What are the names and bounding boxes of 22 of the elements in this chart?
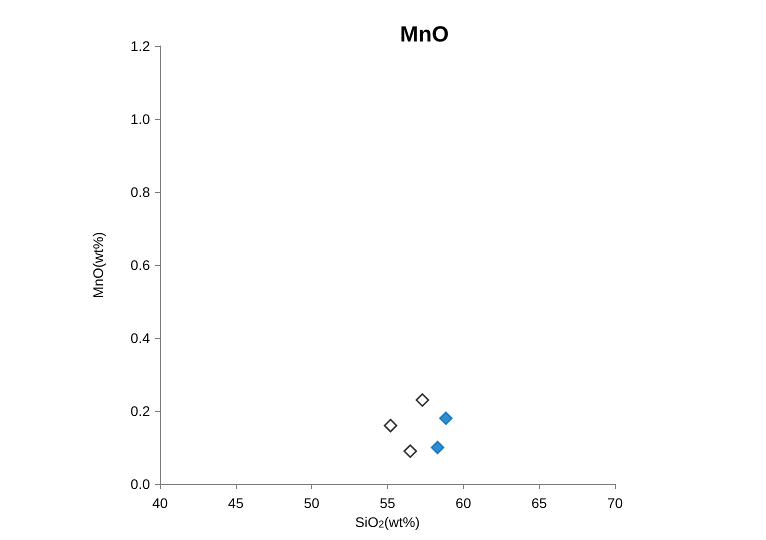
y-tick-label: 0.0	[130, 476, 150, 492]
point	[403, 444, 418, 458]
chart-title: MnO	[400, 22, 449, 46]
x-tick-label: 65	[531, 495, 548, 511]
x-axis-title: SiO2(wt%)	[355, 514, 420, 530]
x-tick-label: 70	[607, 495, 623, 511]
x-tick-label: 45	[228, 495, 244, 511]
point	[439, 412, 453, 426]
x-tick-label: 60	[456, 495, 472, 511]
y-tick-label: 0.2	[130, 403, 150, 419]
y-tick-label: 1.2	[130, 38, 150, 54]
y-axis-title: MnO(wt%)	[90, 232, 106, 298]
y-tick-label: 1.0	[130, 111, 150, 127]
x-tick-label: 55	[380, 495, 396, 511]
x-tick-label: 50	[304, 495, 320, 511]
point	[416, 393, 430, 407]
x-tick-label: 40	[152, 495, 168, 511]
point	[384, 418, 398, 432]
y-tick-label: 0.4	[130, 330, 150, 346]
point	[430, 440, 444, 454]
y-tick-label: 0.6	[130, 257, 150, 273]
y-tick-label: 0.8	[130, 184, 150, 200]
